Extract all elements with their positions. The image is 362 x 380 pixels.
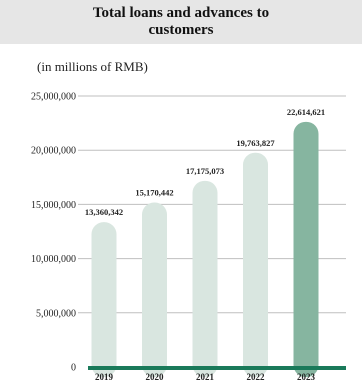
data-label: 19,763,827 [236, 138, 275, 148]
x-tick-label: 2023 [297, 372, 316, 380]
bar [192, 180, 218, 377]
baseline [88, 366, 346, 370]
data-label: 22,614,621 [287, 107, 325, 117]
data-label: 17,175,073 [186, 166, 224, 176]
y-tick-label: 15,000,000 [31, 200, 76, 211]
data-label: 15,170,442 [135, 188, 173, 198]
bar [91, 222, 117, 377]
chart-title: Total loans and advances to customers [92, 5, 270, 38]
x-tick-label: 2021 [196, 372, 215, 380]
bar [142, 202, 167, 377]
x-tick-label: 2019 [95, 372, 114, 380]
y-tick-label: 10,000,000 [31, 254, 76, 265]
unit-label: (in millions of RMB) [37, 59, 148, 74]
bar [243, 152, 268, 377]
y-tick-label: 5,000,000 [36, 308, 76, 319]
x-tick-label: 2020 [146, 372, 165, 380]
data-label: 13,360,342 [85, 207, 123, 217]
x-tick-label: 2022 [247, 372, 266, 380]
y-tick-label: 0 [71, 363, 76, 374]
bar [293, 121, 319, 377]
y-tick-label: 25,000,000 [31, 92, 76, 103]
y-tick-label: 20,000,000 [31, 146, 76, 157]
chart-title-band: Total loans and advances to customers [0, 0, 362, 44]
